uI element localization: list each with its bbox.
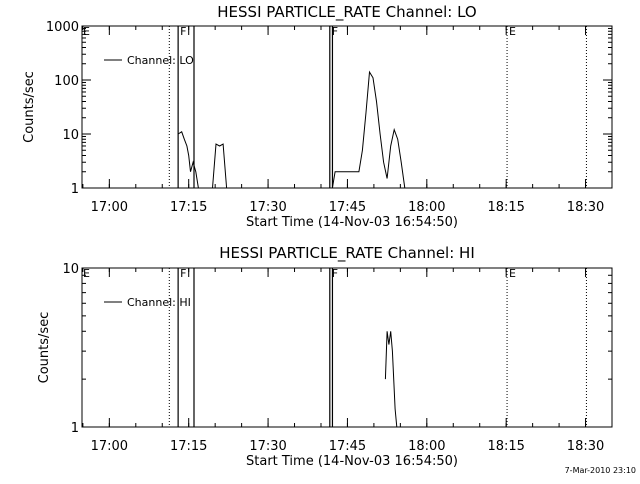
x-axis-label: Start Time (14-Nov-03 16:54:50) [246, 454, 458, 469]
y-axis-label: Counts/sec [22, 71, 37, 143]
series-line [177, 131, 199, 189]
y-tick-label: 100 [54, 74, 79, 89]
legend-label: Channel: HI [127, 296, 191, 309]
x-tick-label: 17:00 [91, 200, 128, 215]
chart-title: HESSI PARTICLE_RATE Channel: HI [219, 244, 475, 263]
x-tick-label: 17:45 [329, 439, 366, 454]
event-marker-label: F [180, 25, 186, 38]
timestamp-stamp: 7-Mar-2010 23:10 [565, 466, 636, 475]
x-tick-label: 18:30 [567, 439, 604, 454]
event-marker-label: F [180, 267, 186, 280]
x-tick-label: 17:15 [170, 439, 207, 454]
chart-panel-1: HESSI PARTICLE_RATE Channel: HI 1 10 17:00 1… [37, 244, 613, 469]
y-tick-label: 1000 [46, 20, 79, 35]
legend-label: Channel: LO [127, 54, 194, 67]
x-tick-label: 17:00 [91, 439, 128, 454]
x-tick-label: 18:00 [408, 200, 445, 215]
event-marker-label: E [509, 25, 516, 38]
x-tick-label: 17:30 [249, 200, 286, 215]
x-tick-label: 18:00 [408, 439, 445, 454]
chart-panel-0: HESSI PARTICLE_RATE Channel: LO 1 10 100 100… [22, 3, 613, 230]
x-tick-label: 17:45 [329, 200, 366, 215]
event-marker-label: F [332, 267, 338, 280]
y-tick-label: 10 [62, 128, 79, 143]
x-tick-label: 17:15 [170, 200, 207, 215]
corner-mark-label: E [83, 25, 90, 38]
chart-title: HESSI PARTICLE_RATE Channel: LO [217, 3, 476, 22]
series-line [212, 143, 228, 189]
x-tick-label: 17:30 [249, 439, 286, 454]
y-axis-label: Counts/sec [37, 312, 52, 384]
x-tick-label: 18:15 [487, 200, 524, 215]
corner-mark-label: E [83, 267, 90, 280]
event-marker-label: F [332, 25, 338, 38]
y-tick-label: 1 [71, 421, 79, 436]
y-tick-label: 10 [62, 262, 79, 277]
y-tick-label: 1 [71, 182, 79, 197]
x-tick-label: 18:15 [487, 439, 524, 454]
series-line [331, 70, 406, 189]
event-marker-label: E [509, 267, 516, 280]
series-line [384, 331, 398, 428]
x-tick-label: 18:30 [567, 200, 604, 215]
x-axis-label: Start Time (14-Nov-03 16:54:50) [246, 215, 458, 230]
